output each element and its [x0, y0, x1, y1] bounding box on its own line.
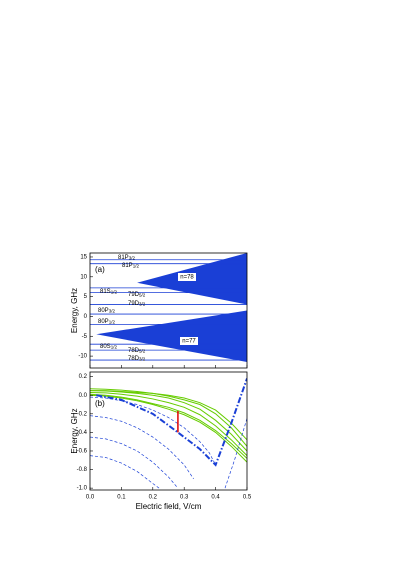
label-box [178, 273, 196, 281]
level-label: 78D3/2 [128, 356, 146, 362]
y-tick-label: 5 [84, 294, 88, 300]
y-tick-label: -0.2 [77, 411, 88, 417]
y-tick-label: 0.0 [79, 393, 88, 399]
level-sub: 5/2 [139, 293, 146, 298]
y-tick-label: 10 [80, 274, 87, 280]
y-tick-label: 15 [80, 255, 87, 261]
series-line [96, 378, 247, 467]
series-line [90, 396, 216, 466]
level-label: 79D5/2 [128, 292, 146, 298]
level-sub: 3/2 [129, 256, 136, 261]
y-axis-title: Energy, GHz [70, 288, 79, 333]
panel-label: (a) [95, 265, 105, 274]
y-tick-label: -0.6 [77, 449, 88, 455]
level-sub: 5/2 [139, 349, 146, 354]
level-name: 79D [128, 301, 140, 307]
level-label: 80P3/2 [98, 308, 115, 314]
level-sub: 3/2 [139, 357, 146, 362]
y-tick-label: 0.2 [79, 374, 88, 380]
level-name: 80S [100, 344, 111, 350]
series-line [90, 455, 160, 489]
manifold-label: n=78 [180, 275, 194, 281]
level-sub: 1/2 [111, 345, 118, 350]
x-tick-label: 0.4 [211, 495, 220, 501]
level-sub: 3/2 [139, 302, 146, 307]
level-name: 78D [128, 348, 140, 354]
level-name: 81P [118, 255, 129, 261]
y-tick-label: -1.0 [77, 486, 88, 492]
x-tick-label: 0.5 [243, 495, 252, 501]
y-tick-label: -0.4 [77, 430, 88, 436]
x-tick-label: 0.1 [117, 495, 126, 501]
manifold-fan [96, 310, 247, 363]
label-box [180, 337, 198, 345]
level-label: 80P1/2 [98, 319, 115, 325]
level-label: 81S1/2 [100, 289, 117, 295]
level-label: 79D3/2 [128, 301, 146, 307]
level-label: 80S1/2 [100, 344, 117, 350]
x-tick-label: 0.3 [180, 495, 189, 501]
level-name: 80P [98, 308, 109, 314]
level-sub: 1/2 [109, 320, 116, 325]
series-line [90, 393, 247, 459]
series-line [90, 415, 194, 480]
series-line [90, 390, 247, 441]
manifold-label: n=77 [182, 339, 196, 345]
level-name: 78D [128, 356, 140, 362]
level-label: 81P3/2 [118, 255, 135, 261]
series-line [224, 418, 247, 489]
series-line [90, 394, 247, 463]
y-tick-label: 0 [84, 314, 88, 320]
level-name: 79D [128, 292, 140, 298]
x-axis-title: Electric field, V/cm [136, 502, 202, 511]
plot-frame [89, 252, 248, 369]
y-tick-label: -5 [82, 334, 88, 340]
level-name: 81S [100, 289, 111, 295]
level-sub: 1/2 [111, 290, 118, 295]
plot-frame [89, 371, 248, 491]
x-tick-label: 0.0 [86, 495, 95, 501]
y-tick-label: -0.8 [77, 467, 88, 473]
level-sub: 3/2 [109, 309, 116, 314]
level-name: 81P [122, 263, 133, 269]
series-line [90, 436, 179, 489]
level-sub: 1/2 [133, 264, 140, 269]
panel-label: (b) [95, 399, 105, 408]
level-name: 80P [98, 319, 109, 325]
y-axis-title: Energy, GHz [70, 408, 79, 453]
series-line [90, 391, 247, 456]
series-line [90, 388, 247, 447]
y-tick-label: -10 [78, 354, 87, 360]
plot-area [90, 378, 247, 489]
level-label: 81P1/2 [122, 263, 139, 269]
level-label: 78D5/2 [128, 348, 146, 354]
x-tick-label: 0.2 [149, 495, 158, 501]
